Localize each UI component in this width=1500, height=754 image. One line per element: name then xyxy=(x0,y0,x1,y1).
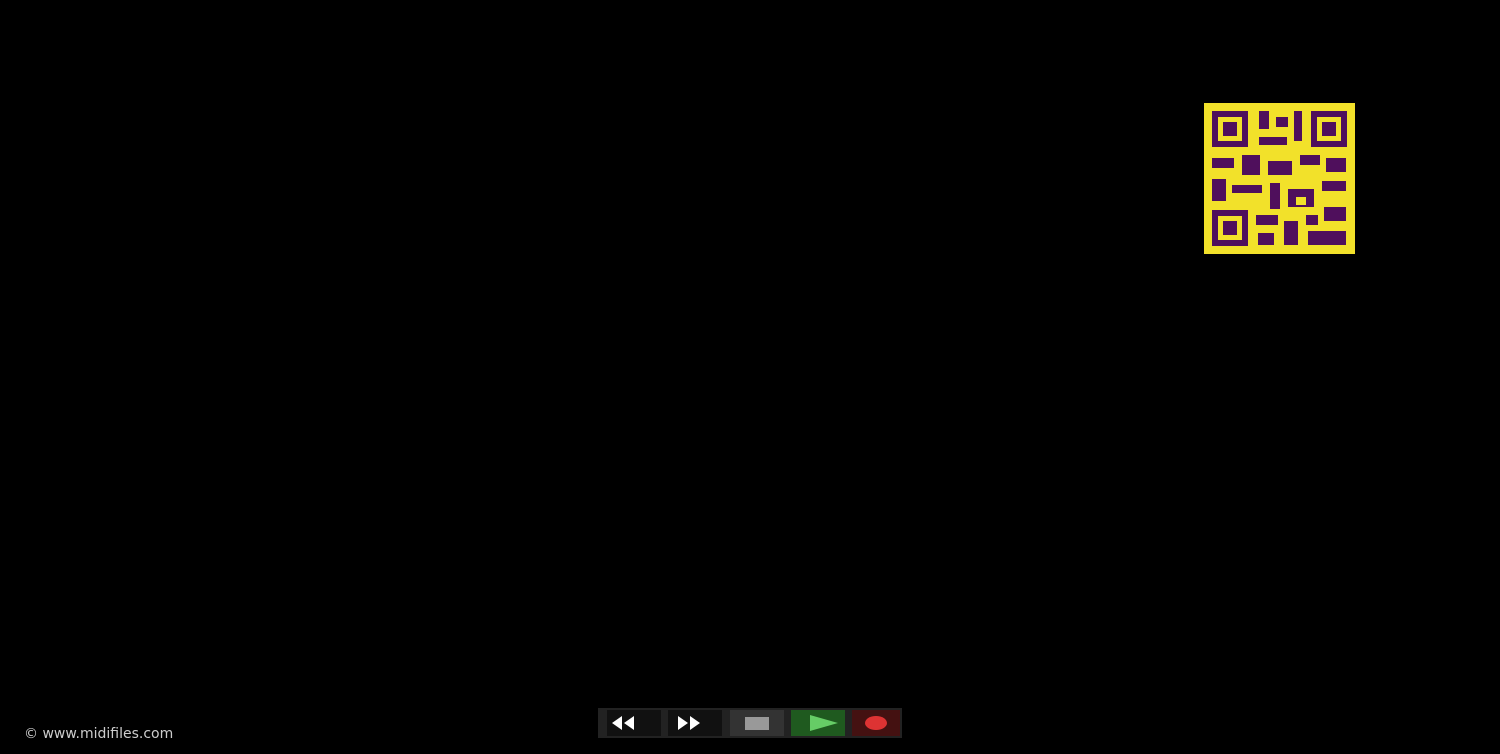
qr-code xyxy=(1204,103,1355,254)
credit: © www.midifiles.com xyxy=(24,726,173,742)
record-button[interactable] xyxy=(852,710,900,736)
forward-button[interactable] xyxy=(668,710,722,736)
rewind-button[interactable] xyxy=(607,710,661,736)
transport-controls xyxy=(598,708,902,738)
play-button[interactable] xyxy=(791,710,845,736)
stop-button[interactable] xyxy=(730,710,784,736)
